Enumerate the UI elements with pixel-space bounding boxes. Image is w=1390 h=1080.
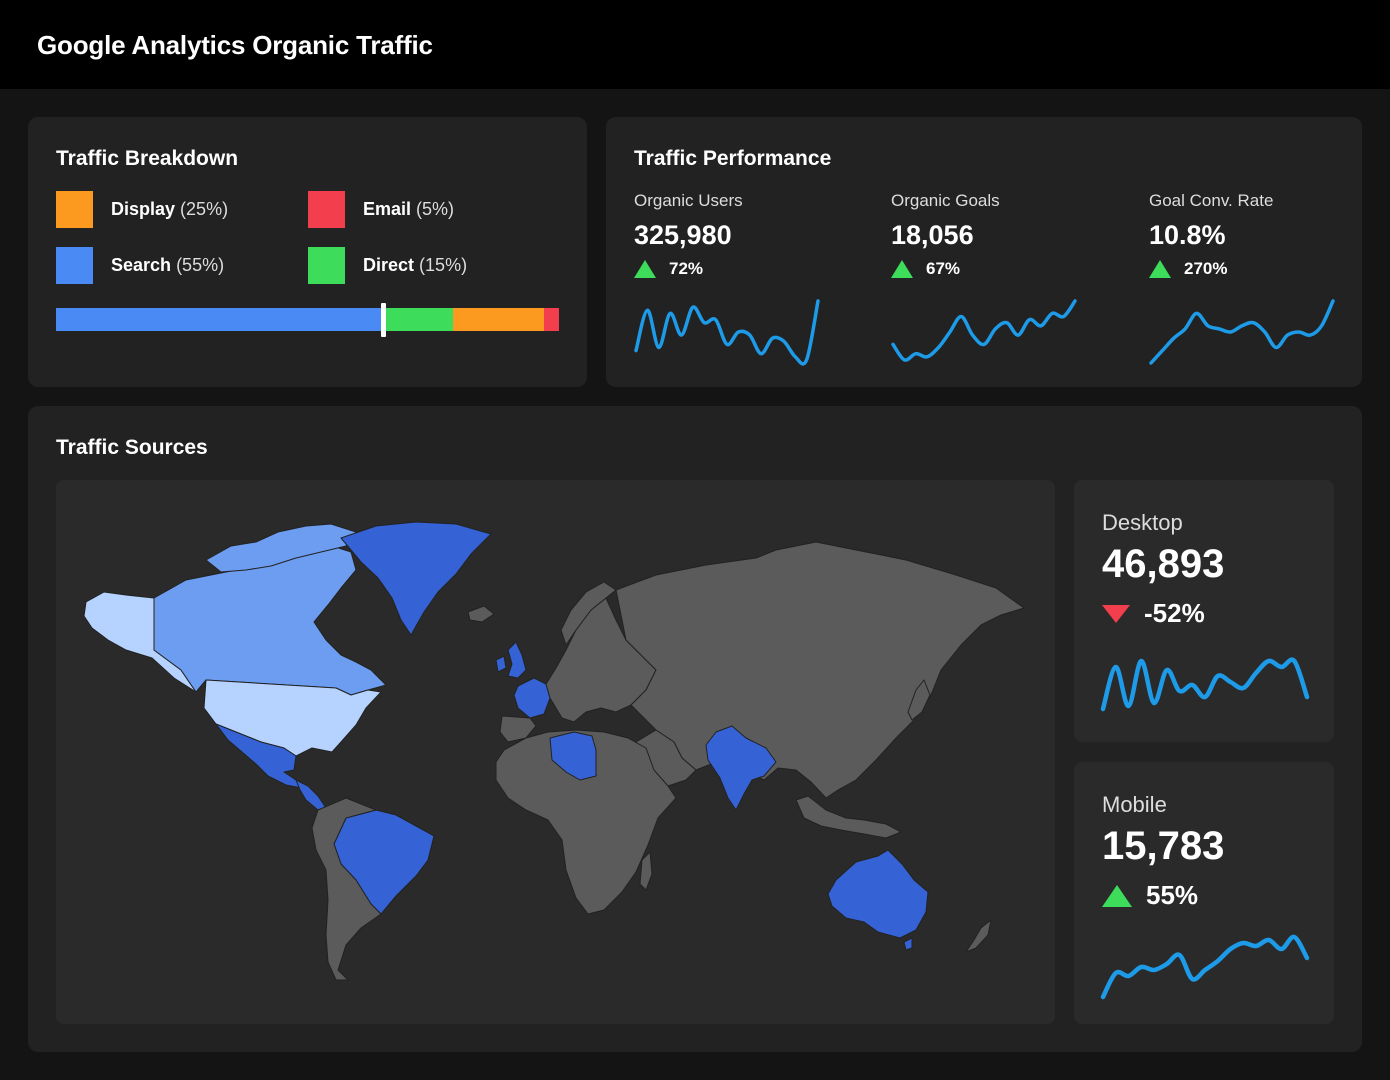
country-alaska[interactable] (83, 591, 197, 693)
metric-label: Organic Goals (891, 191, 1000, 210)
trend-up-icon (634, 260, 656, 278)
traffic-performance-card: Traffic Performance Organic Users 325,98… (606, 117, 1362, 387)
country-tasmania[interactable] (903, 937, 913, 951)
country-australia[interactable] (827, 849, 929, 939)
trend-up-icon (891, 260, 913, 278)
country-madagascar[interactable] (639, 851, 653, 891)
legend-name-display: Display (111, 199, 176, 219)
sparkline-organic-goals (891, 299, 1077, 362)
metric-organic-goals: Organic Goals 18,056 67% (891, 191, 1091, 279)
legend-swatch-direct (308, 247, 345, 284)
country-india[interactable] (705, 725, 777, 811)
sparkline-desktop (1100, 657, 1310, 712)
region-africa[interactable] (495, 729, 677, 915)
bar-segment-email (543, 308, 559, 331)
country-greenland[interactable] (340, 521, 492, 636)
device-delta: 55% (1146, 880, 1199, 910)
sparkline-goal-conv-rate (1149, 299, 1335, 365)
device-label: Desktop (1102, 510, 1183, 535)
legend-name-email: Email (363, 199, 412, 219)
metric-label: Goal Conv. Rate (1149, 191, 1274, 210)
country-japan[interactable] (907, 679, 931, 721)
traffic-stacked-bar (56, 308, 559, 331)
device-value: 46,893 (1102, 542, 1225, 586)
country-uk[interactable] (507, 641, 527, 679)
device-card-desktop: Desktop 46,893 -52% (1074, 480, 1334, 742)
traffic-sources-card: Traffic Sources (28, 406, 1362, 1052)
legend-swatch-email (308, 191, 345, 228)
trend-up-icon (1102, 884, 1132, 907)
legend-email: Email (5%) (308, 191, 454, 228)
sparkline-path (1149, 299, 1335, 365)
world-map-panel[interactable] (56, 480, 1055, 1024)
sparkline-mobile (1100, 934, 1310, 1000)
bar-segment-display (453, 308, 544, 331)
bar-marker-handle[interactable] (380, 303, 386, 337)
bar-segment-search (56, 308, 383, 331)
sparkline-path (891, 299, 1077, 362)
legend-swatch-display (56, 191, 93, 228)
traffic-breakdown-title: Traffic Breakdown (56, 147, 239, 170)
device-delta: -52% (1144, 598, 1205, 628)
top-bar: Google Analytics Organic Traffic (0, 0, 1390, 89)
legend-direct: Direct (15%) (308, 247, 467, 284)
metric-delta: 270% (1184, 259, 1228, 278)
metric-delta: 67% (926, 259, 961, 278)
country-iceland[interactable] (467, 605, 495, 623)
page-title: Google Analytics Organic Traffic (37, 30, 433, 60)
traffic-performance-title: Traffic Performance (634, 147, 832, 170)
country-new-zealand[interactable] (965, 919, 992, 953)
sparkline-path (634, 299, 820, 366)
trend-up-icon (1149, 260, 1171, 278)
country-ireland[interactable] (495, 655, 507, 673)
legend-name-search: Search (111, 255, 172, 275)
region-southeast-asia[interactable] (795, 795, 902, 839)
country-france[interactable] (513, 677, 551, 719)
legend-name-direct: Direct (363, 255, 415, 275)
legend-swatch-search (56, 247, 93, 284)
legend-pct-direct: (15%) (419, 255, 468, 275)
legend-pct-search: (55%) (176, 255, 225, 275)
sparkline-path (1100, 934, 1310, 1000)
region-south-america[interactable] (311, 797, 382, 981)
device-card-mobile: Mobile 15,783 55% (1074, 762, 1334, 1024)
metric-value: 18,056 (891, 220, 974, 250)
metric-goal-conv-rate: Goal Conv. Rate 10.8% 270% (1149, 191, 1349, 279)
metric-delta: 72% (669, 259, 704, 278)
country-libya[interactable] (549, 731, 597, 781)
legend-search: Search (55%) (56, 247, 224, 284)
bar-segment-direct (382, 308, 454, 331)
sparkline-organic-users (634, 299, 820, 366)
metric-value: 325,980 (634, 220, 732, 250)
metric-value: 10.8% (1149, 220, 1226, 250)
legend-display: Display (25%) (56, 191, 228, 228)
metric-label: Organic Users (634, 191, 743, 210)
device-label: Mobile (1102, 792, 1167, 817)
traffic-sources-title: Traffic Sources (56, 436, 208, 459)
metric-organic-users: Organic Users 325,980 72% (634, 191, 834, 279)
device-value: 15,783 (1102, 824, 1225, 868)
world-map[interactable] (56, 480, 1055, 1024)
traffic-breakdown-card: Traffic Breakdown Display (25%) Email (5… (28, 117, 587, 387)
legend-pct-display: (25%) (180, 199, 229, 219)
legend-pct-email: (5%) (416, 199, 455, 219)
country-central-america[interactable] (295, 779, 327, 811)
trend-down-icon (1102, 604, 1130, 623)
region-scandinavia[interactable] (560, 581, 617, 646)
sparkline-path (1100, 657, 1310, 712)
